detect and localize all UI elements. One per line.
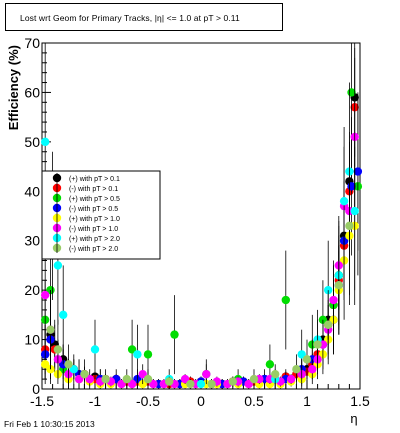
legend-box <box>41 170 161 260</box>
data-point <box>149 379 158 389</box>
y-tick-label: 50 <box>24 134 40 150</box>
data-point <box>40 360 50 369</box>
data-point <box>308 365 317 374</box>
data-point <box>244 379 253 389</box>
y-tick-label: 0 <box>32 381 40 397</box>
data-point <box>40 137 50 147</box>
data-point <box>286 374 296 384</box>
timestamp: Fri Feb 1 10:30:15 2013 <box>4 419 95 429</box>
data-point <box>53 345 63 354</box>
data-point <box>345 221 354 231</box>
x-tick-label: 0.5 <box>244 393 264 409</box>
chart-title: Lost wrt Geom for Primary Tracks, |η| <=… <box>20 13 240 23</box>
data-point <box>80 369 89 379</box>
data-point <box>53 261 63 270</box>
data-point <box>271 369 280 379</box>
data-point <box>133 350 142 359</box>
data-point <box>64 360 73 369</box>
data-point <box>186 379 195 389</box>
data-point <box>297 350 306 359</box>
data-point <box>334 281 343 290</box>
y-axis-label: Efficiency (%) <box>6 45 21 130</box>
data-point <box>313 340 322 349</box>
data-point <box>117 379 126 389</box>
data-point <box>138 369 147 379</box>
x-tick-label: -0.5 <box>136 393 160 409</box>
y-tick-label: 10 <box>24 332 40 348</box>
data-point <box>46 325 55 334</box>
data-point <box>40 290 50 300</box>
title-box: Lost wrt Geom for Primary Tracks, |η| <=… <box>5 3 283 31</box>
legend-label: (+) with pT > 0.5 <box>69 196 120 203</box>
legend-label: (-) with pT > 1.0 <box>69 226 118 233</box>
x-tick-label: 1.5 <box>350 393 370 409</box>
data-point <box>101 374 110 384</box>
legend-label: (-) with pT > 2.0 <box>69 246 118 253</box>
data-point <box>302 355 312 364</box>
y-tick-label: 70 <box>24 35 40 51</box>
x-tick-label: -1.5 <box>30 393 54 409</box>
data-point <box>324 285 333 295</box>
legend-label: (+) with pT > 2.0 <box>69 236 120 243</box>
data-point <box>59 310 68 320</box>
data-point <box>90 345 100 354</box>
y-tick-label: 40 <box>24 183 40 199</box>
x-axis-label: η <box>350 411 357 426</box>
data-point <box>85 374 94 384</box>
data-point <box>127 345 137 354</box>
data-point <box>170 330 179 339</box>
data-point <box>207 379 216 389</box>
y-tick-label: 20 <box>24 282 40 298</box>
x-tick-label: 0 <box>197 393 205 409</box>
data-point <box>329 295 338 305</box>
data-point <box>74 374 84 384</box>
y-tick-label: 30 <box>24 233 40 249</box>
data-point <box>324 320 333 329</box>
legend-label: (+) with pT > 0.1 <box>69 176 120 183</box>
legend-label: (+) with pT > 1.0 <box>69 216 120 223</box>
data-point <box>202 369 211 379</box>
y-tick-label: 60 <box>24 84 40 100</box>
data-point <box>196 379 206 389</box>
data-point <box>180 374 190 384</box>
data-point <box>353 167 363 176</box>
data-point <box>249 374 259 384</box>
x-tick-label: 1 <box>303 393 311 409</box>
data-point <box>143 374 153 384</box>
data-point <box>69 365 79 374</box>
data-point <box>292 365 301 374</box>
data-point <box>350 206 359 216</box>
data-point <box>265 360 275 369</box>
data-point <box>127 379 137 389</box>
data-point <box>228 377 237 386</box>
legend-label: (-) with pT > 0.1 <box>69 186 118 193</box>
x-tick-label: -1 <box>89 393 102 409</box>
data-point <box>281 295 290 305</box>
data-point <box>165 377 174 386</box>
data-point <box>143 350 153 359</box>
data-point <box>122 374 131 384</box>
legend-label: (-) with pT > 0.5 <box>69 206 118 213</box>
data-point <box>339 196 349 206</box>
